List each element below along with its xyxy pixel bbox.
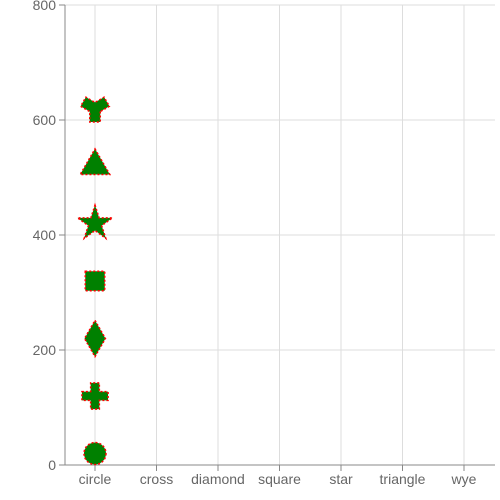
data-point-circle <box>84 443 106 465</box>
x-tick-label: circle <box>79 471 112 487</box>
data-point-square <box>85 271 104 290</box>
y-tick-label: 400 <box>33 227 57 243</box>
data-point-triangle <box>80 149 110 175</box>
x-tick-label: square <box>258 471 301 487</box>
data-point-cross <box>82 383 108 409</box>
x-tick-label: diamond <box>191 471 245 487</box>
y-tick-label: 200 <box>33 342 57 358</box>
x-tick-label: triangle <box>380 471 426 487</box>
x-tick-label: star <box>329 471 353 487</box>
y-tick-label: 600 <box>33 112 57 128</box>
data-point-diamond <box>85 320 106 356</box>
y-tick-label: 800 <box>33 0 57 13</box>
x-tick-label: wye <box>451 471 477 487</box>
y-tick-label: 0 <box>48 457 56 473</box>
x-tick-label: cross <box>140 471 173 487</box>
